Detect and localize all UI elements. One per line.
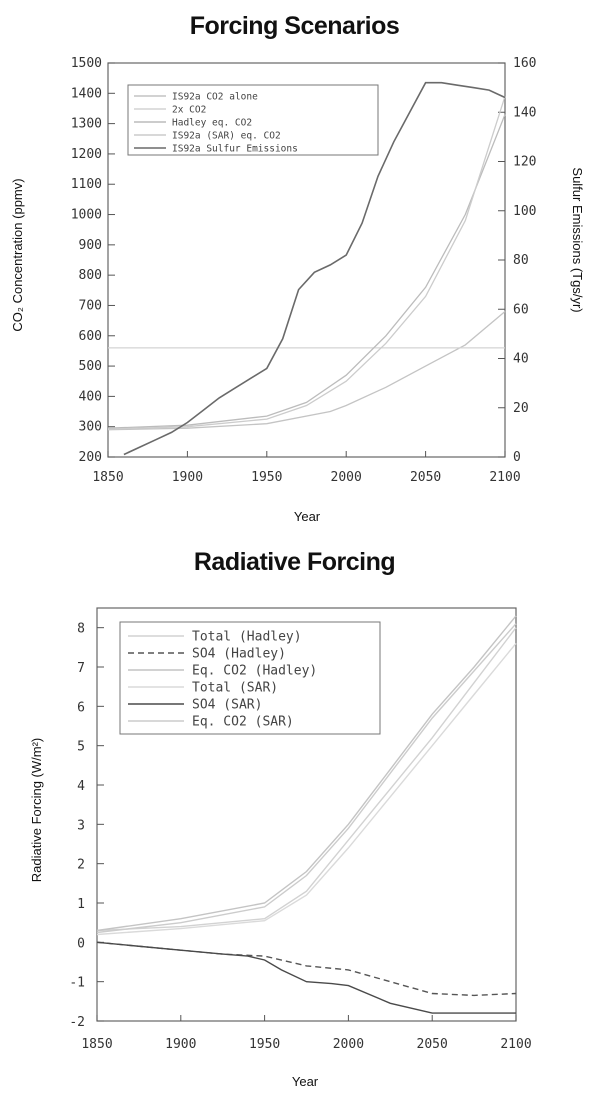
series-line-5 bbox=[96, 941, 516, 1014]
chart-title-radiative-forcing: Radiative Forcing bbox=[193, 548, 396, 576]
series-line-5 bbox=[123, 81, 506, 456]
legend-entry: Total (SAR) bbox=[192, 681, 278, 696]
x-tick-label: 1950 bbox=[251, 470, 282, 485]
y-tick-label: 1000 bbox=[71, 208, 102, 223]
y-right-tick-label: 120 bbox=[513, 155, 536, 170]
x-tick-label: 1850 bbox=[81, 1037, 112, 1052]
y-tick-label: 1500 bbox=[71, 56, 102, 71]
legend-entry: IS92a (SAR) eq. CO2 bbox=[172, 131, 281, 142]
series-line-3 bbox=[96, 615, 517, 932]
legend-entry: Eq. CO2 (SAR) bbox=[192, 715, 294, 730]
y-tick-label: 1100 bbox=[71, 177, 102, 192]
legend-entry: Eq. CO2 (Hadley) bbox=[192, 664, 317, 679]
y-tick-label: 7 bbox=[77, 661, 85, 676]
x-tick-label: 2100 bbox=[500, 1037, 531, 1052]
series-line-1 bbox=[107, 311, 506, 431]
legend-entry: Hadley eq. CO2 bbox=[172, 118, 252, 129]
y-tick-label: 1300 bbox=[71, 117, 102, 132]
chart-title-forcing-scenarios: Forcing Scenarios bbox=[189, 12, 400, 40]
series-line-3 bbox=[107, 114, 506, 429]
series-line-6 bbox=[96, 623, 517, 934]
y-tick-label: 900 bbox=[79, 238, 102, 253]
y-tick-label: 1400 bbox=[71, 86, 102, 101]
y-tick-label: -1 bbox=[69, 976, 85, 991]
y-tick-label: 400 bbox=[79, 389, 102, 404]
y-right-tick-label: 80 bbox=[513, 253, 529, 268]
legend-box bbox=[127, 84, 379, 156]
series-line-1 bbox=[96, 627, 517, 932]
legend-entry: SO4 (SAR) bbox=[192, 698, 262, 713]
y-tick-label: 2 bbox=[77, 858, 85, 873]
y-right-axis-title: Sulfur Emissions (Tgs/yr) bbox=[570, 167, 585, 312]
y-tick-label: 8 bbox=[77, 622, 85, 637]
x-tick-label: 1900 bbox=[172, 470, 203, 485]
x-tick-label: 1900 bbox=[165, 1037, 196, 1052]
y-tick-label: 1200 bbox=[71, 147, 102, 162]
y-right-tick-label: 160 bbox=[513, 56, 536, 71]
y-right-tick-label: 60 bbox=[513, 302, 529, 317]
y-axis-title: CO₂ Concentration (ppmv) bbox=[10, 178, 25, 331]
y-tick-label: 800 bbox=[79, 268, 102, 283]
legend-entry: IS92a Sulfur Emissions bbox=[172, 144, 298, 155]
series-line-4 bbox=[107, 96, 506, 430]
y-right-tick-label: 20 bbox=[513, 401, 529, 416]
x-tick-label: 1950 bbox=[249, 1037, 280, 1052]
y-right-tick-label: 100 bbox=[513, 204, 536, 219]
y-tick-label: 5 bbox=[77, 740, 85, 755]
y-tick-label: -2 bbox=[69, 1015, 85, 1030]
x-axis-title: Year bbox=[292, 1074, 319, 1089]
y-tick-label: 300 bbox=[79, 420, 102, 435]
y-right-tick-label: 0 bbox=[513, 450, 521, 465]
y-right-tick-label: 40 bbox=[513, 352, 529, 367]
legend-entry: IS92a CO2 alone bbox=[172, 92, 258, 103]
y-axis-title: Radiative Forcing (W/m²) bbox=[29, 738, 44, 882]
plot-frame bbox=[96, 607, 517, 1022]
y-tick-label: 700 bbox=[79, 298, 102, 313]
series-line-2 bbox=[96, 941, 517, 997]
y-tick-label: 4 bbox=[77, 779, 85, 794]
x-axis-title: Year bbox=[294, 509, 321, 524]
y-tick-label: 500 bbox=[79, 359, 102, 374]
x-tick-label: 1850 bbox=[92, 470, 123, 485]
y-right-tick-label: 140 bbox=[513, 105, 536, 120]
forcing-scenarios-chart: 2003004005006007008009001000110012001300… bbox=[10, 56, 585, 524]
x-tick-label: 2100 bbox=[489, 470, 520, 485]
y-tick-label: 3 bbox=[77, 818, 85, 833]
x-tick-label: 2050 bbox=[417, 1037, 448, 1052]
legend-entry: Total (Hadley) bbox=[192, 630, 302, 645]
x-tick-label: 2000 bbox=[331, 470, 362, 485]
legend-box bbox=[119, 621, 381, 735]
series-line-4 bbox=[96, 642, 517, 936]
x-tick-label: 2050 bbox=[410, 470, 441, 485]
y-tick-label: 0 bbox=[77, 936, 85, 951]
y-tick-label: 600 bbox=[79, 329, 102, 344]
legend-entry: SO4 (Hadley) bbox=[192, 647, 286, 662]
x-tick-label: 2000 bbox=[333, 1037, 364, 1052]
legend-entry: 2x CO2 bbox=[172, 105, 206, 116]
y-tick-label: 1 bbox=[77, 897, 85, 912]
y-tick-label: 200 bbox=[79, 450, 102, 465]
y-tick-label: 6 bbox=[77, 700, 85, 715]
